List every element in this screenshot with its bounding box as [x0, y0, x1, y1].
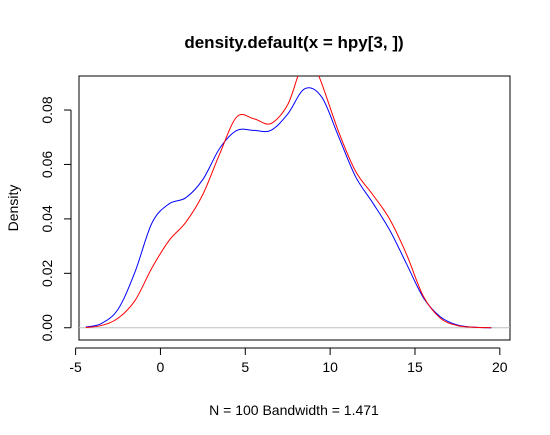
y-tick-label: 0.02 [39, 259, 55, 286]
density-curve-2 [85, 76, 492, 329]
x-tick-label: 5 [241, 359, 249, 375]
y-axis: 0.00 0.02 0.04 0.06 0.08 [39, 96, 72, 341]
chart-title: density.default(x = hpy[3, ]) [184, 33, 403, 52]
x-tick-label: 10 [322, 359, 338, 375]
series-layer [79, 76, 510, 329]
x-axis-label: N = 100 Bandwidth = 1.471 [209, 402, 379, 418]
x-tick-label: 0 [157, 359, 165, 375]
x-tick-label: -5 [69, 359, 82, 375]
x-tick-label: 20 [492, 359, 508, 375]
y-tick-label: 0.04 [39, 205, 55, 232]
y-tick-label: 0.06 [39, 151, 55, 178]
plot-frame [78, 75, 511, 341]
x-tick-label: 15 [407, 359, 423, 375]
x-axis: -5 0 5 10 15 20 [69, 347, 508, 375]
y-axis-label: Density [5, 185, 21, 232]
density-curve-1 [85, 87, 492, 329]
y-tick-label: 0.00 [39, 314, 55, 341]
y-tick-label: 0.08 [39, 96, 55, 123]
